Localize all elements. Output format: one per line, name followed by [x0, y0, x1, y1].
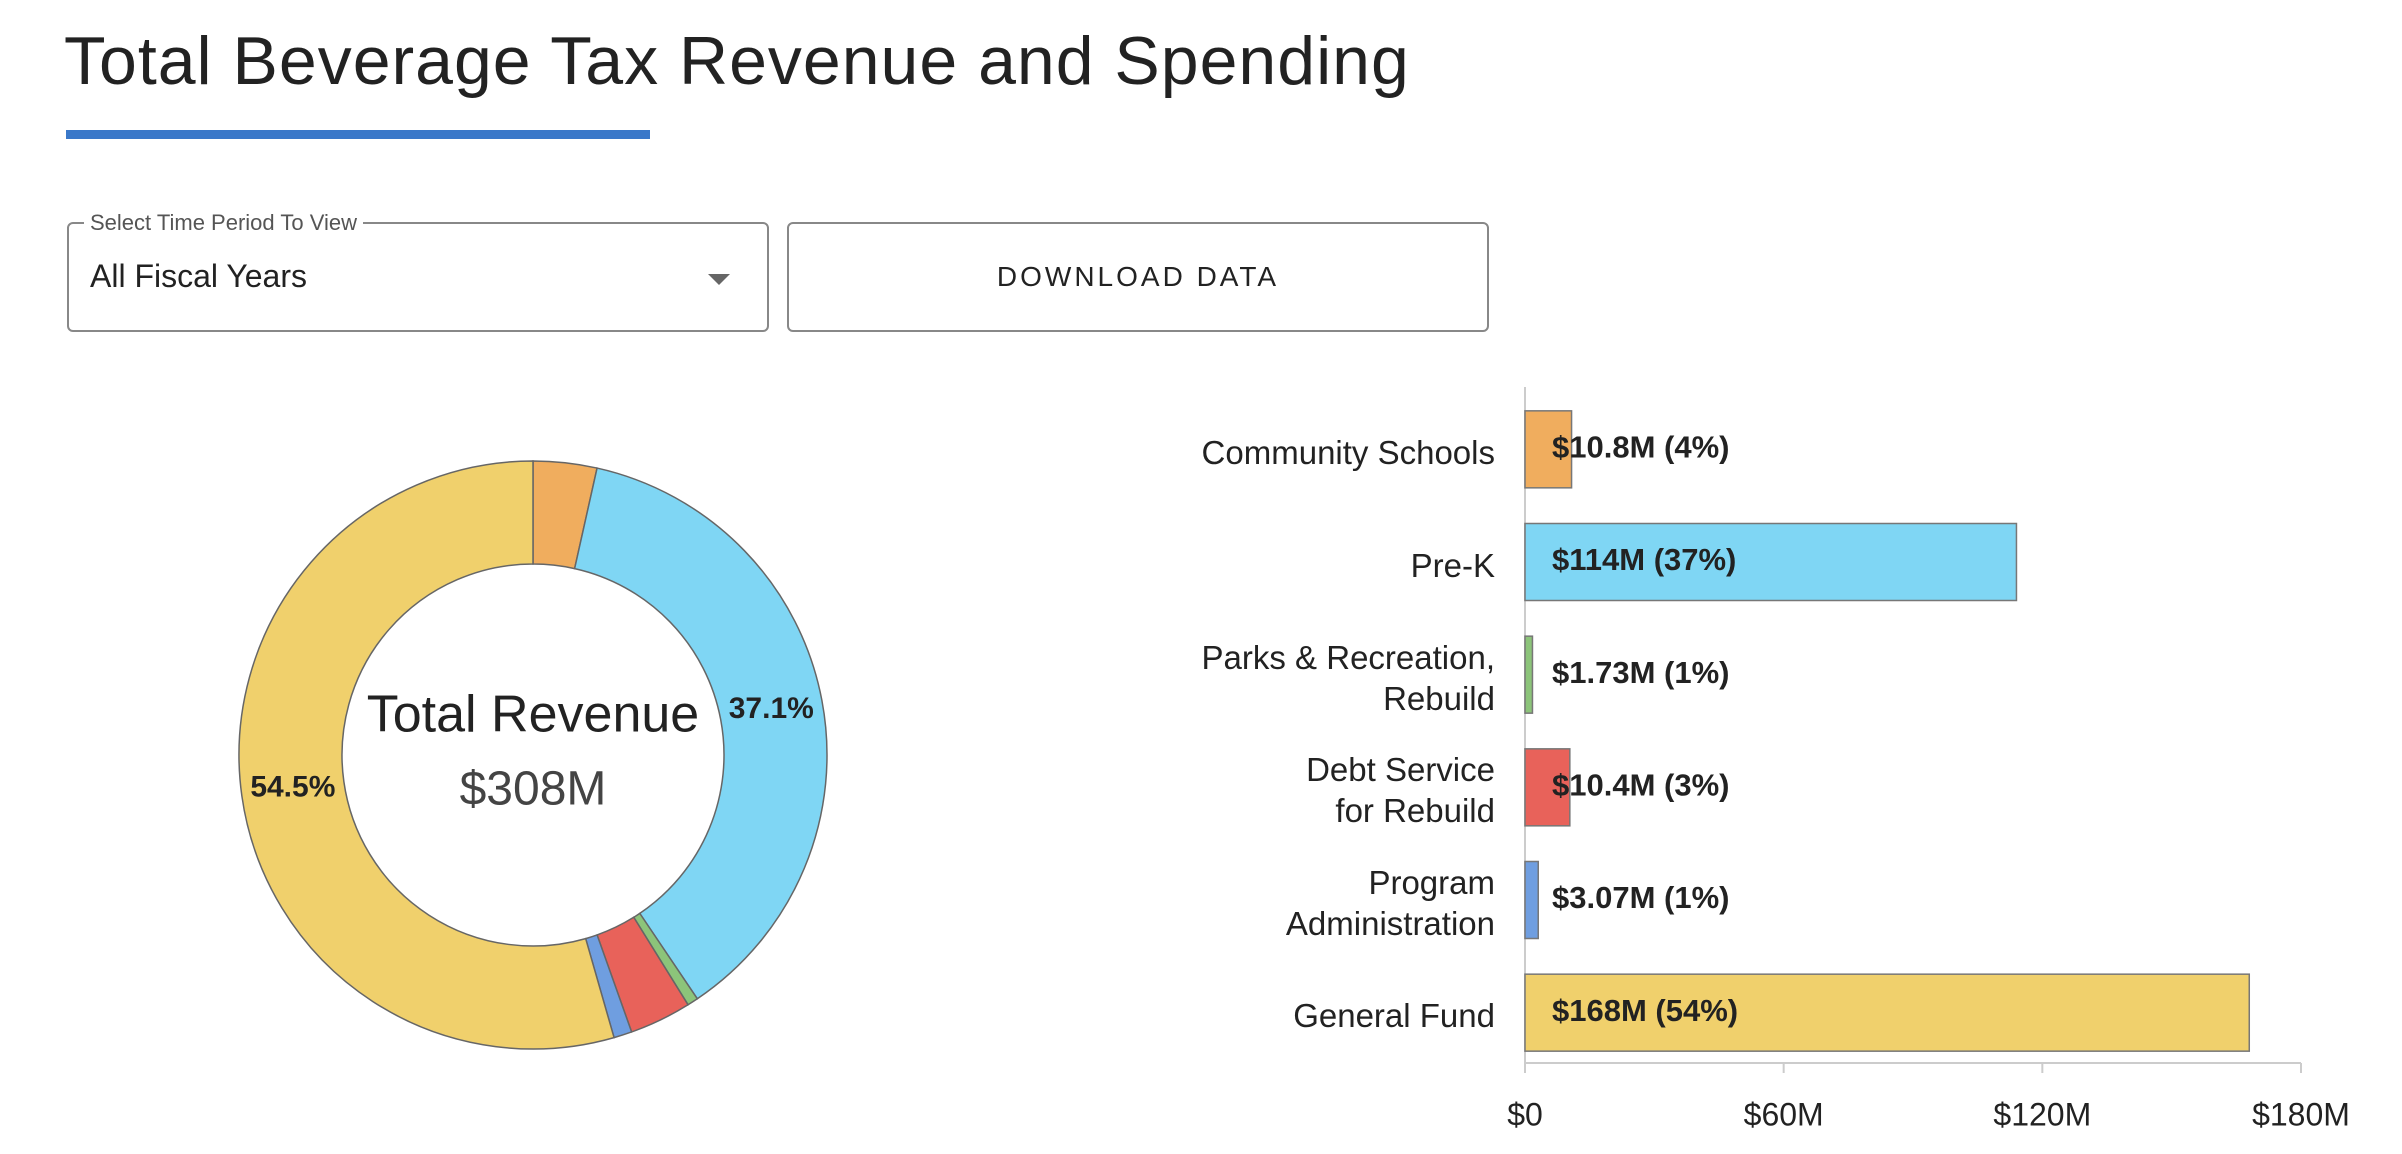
- bar: [1524, 635, 1534, 714]
- x-tick-label: $180M: [2252, 1096, 2350, 1132]
- bar-value-label: $10.4M (3%): [1552, 768, 1729, 803]
- donut-slice: [238, 460, 615, 1050]
- x-tick-label: $0: [1507, 1096, 1543, 1132]
- bar-value-label: $3.07M (1%): [1552, 880, 1729, 915]
- category-label: Debt Service for Rebuild: [1306, 751, 1495, 830]
- category-label: Parks & Recreation, Rebuild: [1201, 638, 1495, 717]
- bar: [1524, 748, 1571, 827]
- bar: [1524, 973, 2251, 1052]
- bar-value-label: $114M (37%): [1552, 542, 1736, 577]
- donut-slice: [573, 467, 828, 1000]
- category-label: General Fund: [1293, 997, 1495, 1035]
- center-value: $308M: [460, 763, 607, 816]
- time-period-select[interactable]: [67, 222, 769, 332]
- x-tick-label: $120M: [1993, 1096, 2091, 1132]
- select-value: All Fiscal Years: [90, 258, 307, 294]
- center-title: Total Revenue: [367, 686, 699, 744]
- category-label: Community Schools: [1201, 433, 1495, 471]
- bar-value-label: $10.8M (4%): [1552, 430, 1729, 465]
- category-label: Pre-K: [1410, 546, 1495, 584]
- x-tick-label: $60M: [1744, 1096, 1824, 1132]
- slice-label: 37.1%: [729, 692, 814, 725]
- page-title: Total Beverage Tax Revenue and Spending: [64, 23, 1410, 99]
- bar-value-label: $1.73M (1%): [1552, 655, 1729, 690]
- dropdown-arrow: [708, 274, 730, 285]
- bar: [1524, 860, 1539, 940]
- category-label: Program Administration: [1285, 864, 1495, 942]
- bar: [1524, 410, 1573, 489]
- bar-value-label: $168M (54%): [1552, 993, 1738, 1028]
- select-label: Select Time Period To View: [84, 210, 363, 236]
- download-button[interactable]: DOWNLOAD DATA: [787, 222, 1489, 332]
- title-underline: [66, 130, 650, 139]
- slice-label: 54.5%: [250, 771, 335, 804]
- bar: [1524, 522, 2018, 602]
